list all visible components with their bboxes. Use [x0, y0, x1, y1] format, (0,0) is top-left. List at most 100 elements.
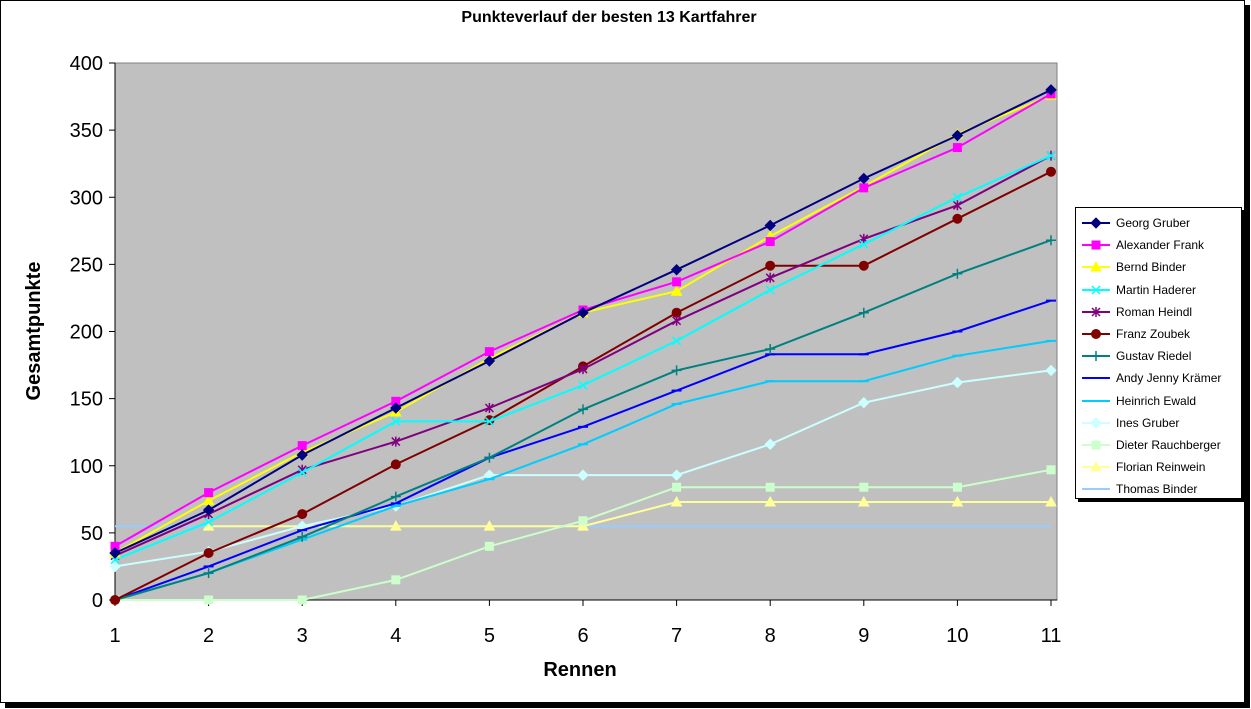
legend-marker	[1091, 240, 1101, 250]
legend-label: Gustav Riedel	[1116, 349, 1192, 364]
data-point	[109, 547, 121, 559]
data-point	[952, 482, 962, 492]
data-point	[297, 531, 308, 542]
data-point	[859, 183, 869, 193]
data-point	[484, 416, 494, 426]
legend-item: Georg Gruber	[1080, 213, 1240, 235]
legend-swatch	[1082, 217, 1110, 229]
legend-marker	[1091, 285, 1101, 295]
data-point	[670, 264, 683, 276]
y-tick-label: 150	[70, 389, 103, 411]
data-point	[578, 516, 588, 526]
legend-swatch	[1082, 351, 1110, 362]
legend-swatch	[1082, 285, 1110, 295]
data-point	[1046, 151, 1056, 161]
chart-title: Punkteverlauf der besten 13 Kartfahrer	[461, 9, 757, 26]
legend-item: Martin Haderer	[1080, 280, 1240, 302]
data-point	[857, 495, 870, 507]
data-point	[390, 402, 402, 414]
data-point	[952, 200, 962, 211]
data-point	[858, 260, 869, 271]
data-point	[202, 504, 215, 516]
data-point	[204, 517, 214, 527]
data-point	[389, 520, 402, 531]
legend-label: Martin Haderer	[1116, 282, 1197, 297]
data-point	[670, 495, 683, 507]
data-point	[764, 219, 776, 232]
data-point	[951, 376, 964, 389]
data-point	[1045, 364, 1057, 377]
legend-marker	[1091, 306, 1101, 317]
x-tick-label: 11	[1041, 625, 1062, 647]
data-point	[1046, 235, 1056, 246]
data-point	[577, 520, 589, 531]
data-point	[483, 520, 496, 531]
legend-marker	[1090, 261, 1102, 272]
data-point	[297, 509, 308, 520]
series-gustav-riedel	[110, 235, 1056, 605]
data-point	[483, 355, 496, 367]
y-tick-label: 0	[92, 590, 103, 612]
data-point	[297, 441, 307, 451]
x-tick-label: 8	[765, 625, 776, 647]
series-florian-reinwein	[202, 495, 1057, 531]
y-tick-label: 250	[70, 254, 103, 276]
data-point	[765, 260, 776, 271]
x-tick-label: 5	[484, 625, 495, 647]
legend: Georg Gruber Alexander Frank Bernd Binder M…	[1075, 207, 1242, 499]
data-point	[109, 560, 121, 573]
x-tick-label: 2	[203, 625, 214, 647]
axes: 0 50 100 150 200 250 300 350 400 1 2 3 4 5 6 7 8 9 10 11	[70, 53, 1062, 647]
data-point	[952, 143, 962, 153]
data-point	[577, 306, 589, 319]
data-point	[858, 396, 870, 409]
data-point	[484, 452, 495, 463]
data-point	[765, 343, 776, 354]
legend-label: Dieter Rauchberger	[1116, 438, 1221, 452]
data-point	[110, 595, 120, 605]
legend-label: Ines Gruber	[1116, 415, 1180, 430]
data-point	[204, 488, 214, 498]
legend-item: Roman Heindl	[1080, 302, 1240, 324]
data-point	[203, 548, 214, 559]
x-tick-label: 3	[297, 625, 308, 647]
y-tick-label: 300	[70, 187, 103, 209]
data-point	[391, 416, 401, 426]
y-tick-label: 200	[70, 322, 103, 344]
legend-item: Thomas Binder	[1080, 479, 1240, 501]
data-point	[672, 336, 682, 346]
legend-label: Georg Gruber	[1116, 216, 1191, 230]
data-point	[765, 482, 775, 492]
x-tick-label: 7	[671, 625, 682, 647]
legend-item: Dieter Rauchberger	[1080, 435, 1240, 457]
series-georg-gruber	[109, 84, 1057, 559]
legend-label: Alexander Frank	[1116, 238, 1205, 253]
data-point	[765, 237, 775, 247]
legend-swatch	[1082, 440, 1110, 450]
y-axis-title: Gesamtpunkte	[23, 262, 45, 401]
x-axis-title: Rennen	[543, 659, 616, 681]
legend-label: Andy Jenny Krämer	[1116, 371, 1222, 386]
legend-swatch	[1082, 417, 1110, 429]
legend-item: Bernd Binder	[1080, 257, 1240, 279]
legend-label: Heinrich Ewald	[1116, 393, 1197, 408]
data-point	[764, 438, 776, 450]
data-point	[858, 307, 869, 318]
data-point	[952, 192, 962, 202]
legend-marker	[1090, 417, 1102, 429]
series-line	[208, 501, 1051, 528]
data-point	[1046, 465, 1056, 475]
data-point	[952, 268, 963, 279]
legend-marker	[1090, 461, 1102, 472]
y-tick-label: 50	[81, 523, 103, 545]
legend-item: Franz Zoubek	[1080, 324, 1240, 346]
data-point	[858, 172, 870, 185]
legend-swatch	[1082, 377, 1110, 380]
legend-marker	[1091, 351, 1101, 362]
legend-swatch	[1082, 461, 1110, 472]
legend-label: Thomas Binder	[1116, 482, 1198, 497]
y-tick-label: 400	[70, 53, 103, 75]
legend-item: Alexander Frank	[1080, 235, 1240, 257]
data-point	[390, 459, 401, 470]
